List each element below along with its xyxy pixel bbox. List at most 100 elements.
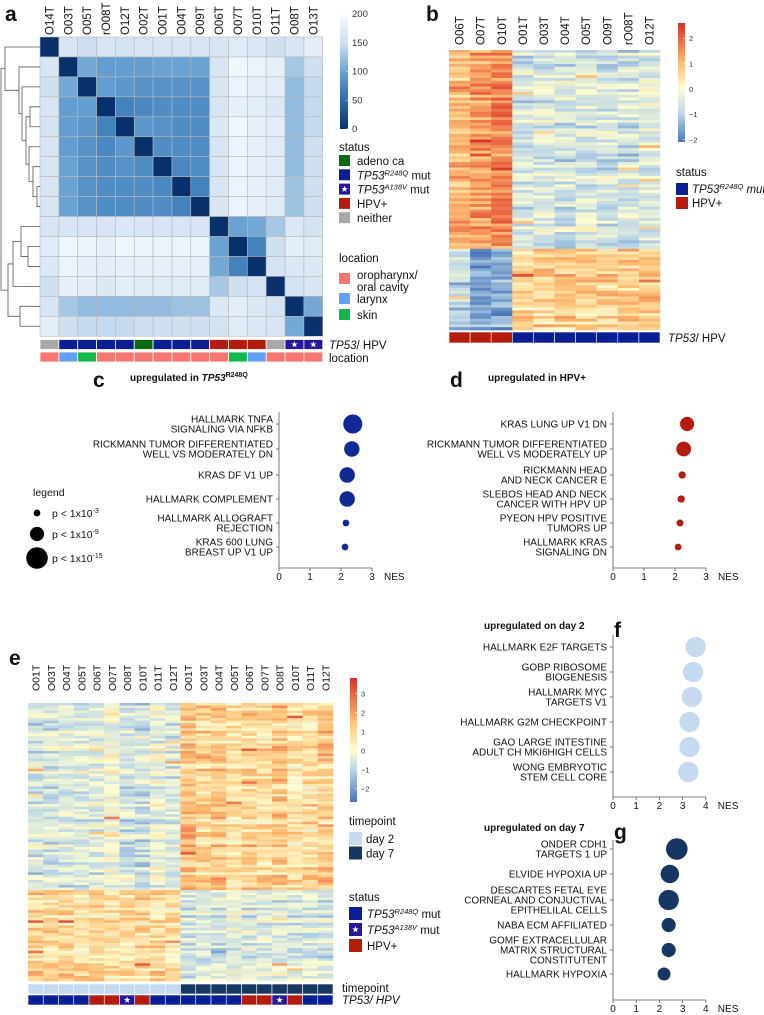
heatmap-cell [43,965,59,969]
heatmap-cell [119,912,136,916]
heatmap-cell [317,844,334,848]
heatmap-cell [226,816,242,820]
heatmap-cell [533,75,555,79]
column-header: O03T [198,664,210,691]
gene-set-label: TUMORS UP [547,524,607,535]
heatmap-cell [491,195,513,199]
heatmap-cell [256,953,273,957]
heatmap-cell [150,745,166,749]
heatmap-cell [73,771,90,775]
heatmap-cell [317,907,334,911]
heatmap-cell [195,723,212,727]
heatmap-cell [256,786,273,790]
heatmap-cell [302,804,319,807]
heatmap-cell [195,945,212,949]
heatmap-cell [287,869,303,873]
heatmap-cell [119,960,136,964]
heatmap-cell [470,120,492,124]
heatmap-cell [226,771,242,775]
heatmap-cell [119,948,136,951]
heatmap-cell [617,131,640,135]
heatmap-cell [317,834,334,838]
heatmap-cell [134,864,151,868]
heatmap-cell [491,268,513,272]
heatmap-cell [89,960,105,964]
label-suffix: mut [407,185,430,197]
heatmap-cell [211,852,227,855]
heatmap-cell [165,910,181,914]
heatmap-cell [150,874,166,878]
heatmap-cell [302,773,319,777]
heatmap-cell [302,786,319,790]
heatmap-cell [104,713,120,716]
heatmap-cell [638,248,661,252]
heatmap-cell [470,125,492,129]
heatmap-cell [104,758,120,762]
heatmap-cell [554,176,576,180]
heatmap-cell [303,276,324,297]
heatmap-cell [512,276,534,280]
heatmap-cell [195,955,212,959]
heatmap-cell [195,859,212,863]
heatmap-cell [28,970,44,974]
label-suffix: mut [743,184,764,196]
heatmap-cell [89,715,105,719]
x-axis-label: NES [718,572,739,583]
heatmap-cell [554,209,576,213]
heatmap-cell [241,733,258,737]
heatmap-cell [226,763,242,767]
heatmap-cell [617,302,640,306]
heatmap-cell [512,100,534,104]
heatmap-cell [533,94,555,98]
heatmap-cell [180,900,197,903]
heatmap-cell [491,262,513,266]
heatmap-cell [272,728,288,732]
heatmap-cell [512,125,534,129]
heatmap-cell [58,932,75,936]
label-superscript: R248Q [385,168,409,177]
heatmap-cell [272,791,288,795]
status-annotation-cell [73,994,90,1006]
heatmap-cell [104,708,120,711]
heatmap-cell [119,771,136,775]
heatmap-cell [303,76,324,98]
heatmap-cell [317,842,334,845]
heatmap-cell [302,953,319,957]
heatmap-cell [512,327,534,331]
heatmap-cell [134,801,151,805]
nes-dot [677,495,685,503]
heatmap-cell [317,932,334,936]
timepoint-annotation-cell [302,983,319,995]
heatmap-cell [638,310,661,314]
heatmap-cell [241,852,258,855]
heatmap-cell [226,907,242,911]
heatmap-cell [104,816,120,820]
heatmap-cell [272,715,288,719]
heatmap-cell [491,103,513,107]
heatmap-cell [134,852,151,855]
heatmap-cell [58,713,75,716]
heatmap-cell [272,935,288,939]
heatmap-cell [272,788,288,792]
heatmap-cell [638,50,661,54]
heatmap-cell [241,943,258,946]
gene-set-label: WELL VS MODERATELY DN [143,450,273,461]
heatmap-cell [596,159,619,163]
heatmap-cell [226,733,242,737]
heatmap-cell [470,97,492,101]
heatmap-cell [104,847,120,850]
heatmap-cell [256,819,273,823]
heatmap-cell [180,763,197,767]
heatmap-cell [190,96,210,118]
nes-dot [676,441,692,457]
heatmap-cell [317,963,334,967]
x-tick-label: 4 [703,1004,709,1015]
heatmap-cell [28,788,44,792]
heatmap-cell [470,268,492,272]
heatmap-cell [89,809,105,812]
heatmap-cell [449,260,471,264]
heatmap-cell [89,847,105,850]
heatmap-cell [470,310,492,314]
heatmap-cell [596,69,619,73]
heatmap-cell [73,773,90,777]
